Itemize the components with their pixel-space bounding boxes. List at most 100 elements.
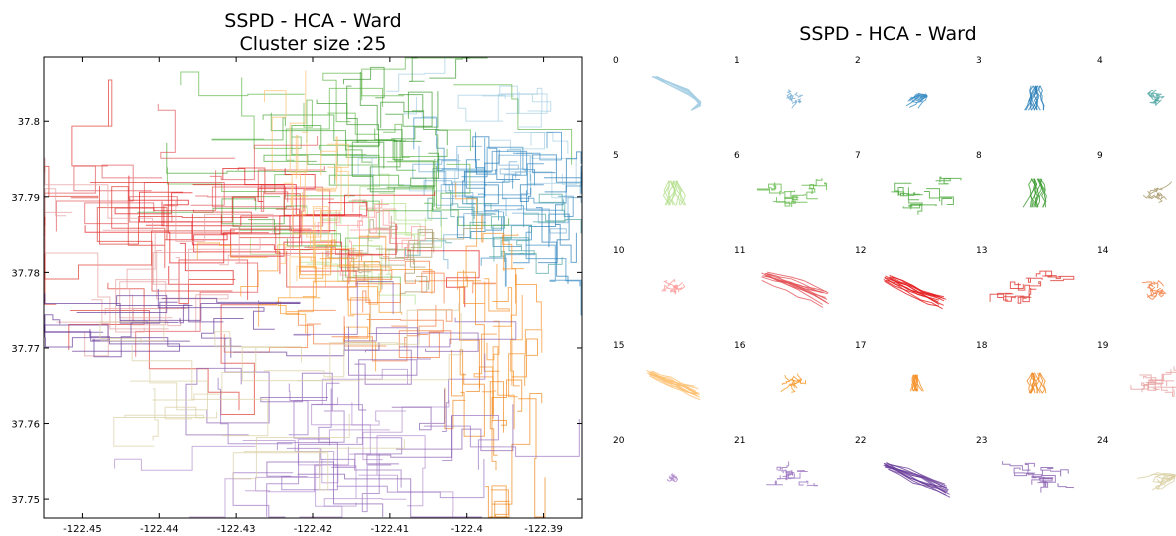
trajectory-line (336, 459, 485, 499)
trajectory-line (178, 259, 249, 304)
cluster-trajectory-line (917, 95, 928, 109)
cluster-trajectory-line (801, 178, 823, 186)
trajectory-line (508, 329, 543, 398)
trajectory-line (359, 72, 403, 142)
cluster-cell-16: 16 (734, 341, 807, 393)
trajectory-line (387, 129, 471, 163)
cluster-trajectory-line (668, 477, 675, 480)
cluster-cell-label: 13 (976, 246, 987, 256)
trajectory-line (535, 207, 569, 284)
trajectory-line (492, 274, 517, 327)
cluster-cell-label: 23 (976, 436, 987, 446)
cluster-trajectory-line (794, 91, 799, 97)
cluster-trajectory-line (791, 375, 799, 383)
trajectory-line (293, 281, 394, 336)
cluster-trajectory-line (786, 94, 793, 99)
trajectory-line (442, 353, 486, 432)
trajectory-line (366, 415, 452, 465)
trajectory-line (362, 400, 450, 461)
x-tick-label: -122.44 (140, 524, 179, 535)
trajectory-line (322, 72, 363, 123)
trajectory-line (376, 435, 426, 507)
trajectory-line (410, 152, 439, 187)
cluster-trajectory-line (648, 373, 697, 392)
cluster-cell-label: 9 (1097, 151, 1103, 161)
cluster-cell-label: 11 (734, 246, 745, 256)
cluster-trajectory-line (766, 272, 829, 295)
trajectory-line (260, 372, 333, 411)
trajectory-line (44, 236, 169, 330)
trajectory-line (501, 250, 524, 262)
trajectory-line (230, 228, 342, 271)
cluster-trajectory-line (1147, 194, 1156, 199)
trajectory-line (493, 225, 532, 240)
cluster-trajectory-line (1030, 178, 1039, 208)
trajectory-line (266, 404, 363, 517)
cluster-trajectory-line (1050, 469, 1069, 477)
cluster-trajectory-line (883, 462, 946, 485)
trajectory-line (348, 326, 418, 411)
trajectory-line (519, 184, 544, 202)
cluster-trajectory-line (793, 381, 802, 388)
trajectory-line (532, 154, 582, 183)
cluster-cell-13: 13 (976, 246, 1075, 304)
trajectory-line (55, 164, 163, 232)
trajectory-line (90, 182, 252, 234)
trajectory-line (152, 237, 261, 285)
trajectory-line (166, 142, 327, 174)
trajectory-line (323, 265, 433, 295)
cluster-trajectory-line (812, 182, 828, 191)
grid-title: SSPD - HCA - Ward (799, 23, 976, 45)
trajectory-line (396, 404, 514, 452)
trajectory-line (237, 167, 301, 239)
trajectory-line (156, 250, 229, 333)
cluster-trajectory-line (1013, 467, 1036, 474)
cluster-cell-label: 16 (734, 341, 746, 351)
trajectory-line (518, 94, 552, 128)
trajectory-line (423, 180, 455, 199)
cluster-trajectory-line (900, 193, 920, 200)
trajectory-line (355, 283, 401, 313)
cluster-trajectory-line (912, 374, 919, 392)
cluster-cell-14: 14 (1097, 246, 1167, 301)
trajectory-line (214, 331, 302, 363)
trajectory-line (443, 213, 495, 269)
cluster-trajectory-line (1156, 279, 1164, 287)
trajectory-line (211, 117, 286, 141)
cluster-trajectory-line (674, 284, 686, 291)
trajectory-line (525, 231, 581, 287)
trajectory-line (460, 373, 485, 437)
cluster-trajectory-line (664, 180, 675, 206)
trajectory-line (391, 91, 439, 140)
trajectory-line (331, 336, 408, 362)
cluster-trajectory-line (1022, 287, 1032, 303)
cluster-trajectory-line (1146, 89, 1154, 101)
cluster-trajectory-line (1149, 290, 1161, 297)
cluster-cell-7: 7 (855, 151, 962, 215)
trajectory-line (418, 145, 503, 213)
trajectory-line (480, 254, 536, 287)
cluster-trajectory-line (1031, 477, 1053, 485)
cluster-trajectory-line (776, 474, 791, 480)
cluster-trajectory-line (1024, 85, 1039, 111)
trajectory-line (115, 257, 180, 333)
cluster-trajectory-line (989, 293, 1025, 302)
trajectory-line (302, 192, 322, 238)
trajectory-line (450, 203, 475, 220)
trajectory-line (461, 146, 535, 186)
cluster-trajectory-line (1156, 96, 1161, 102)
trajectory-line (189, 478, 252, 518)
cluster-trajectory-line (1150, 382, 1164, 390)
trajectory-line (490, 489, 510, 518)
cluster-trajectory-line (886, 279, 941, 300)
cluster-trajectory-line (1029, 178, 1038, 208)
trajectory-line (300, 248, 356, 284)
trajectory-line (386, 58, 446, 92)
trajectory-line (404, 258, 430, 290)
trajectory-line (513, 199, 564, 264)
cluster-trajectory-line (1164, 386, 1175, 397)
trajectory-line (44, 217, 236, 280)
trajectory-line (84, 170, 217, 225)
trajectory-line (191, 213, 383, 256)
trajectory-line (351, 245, 416, 305)
